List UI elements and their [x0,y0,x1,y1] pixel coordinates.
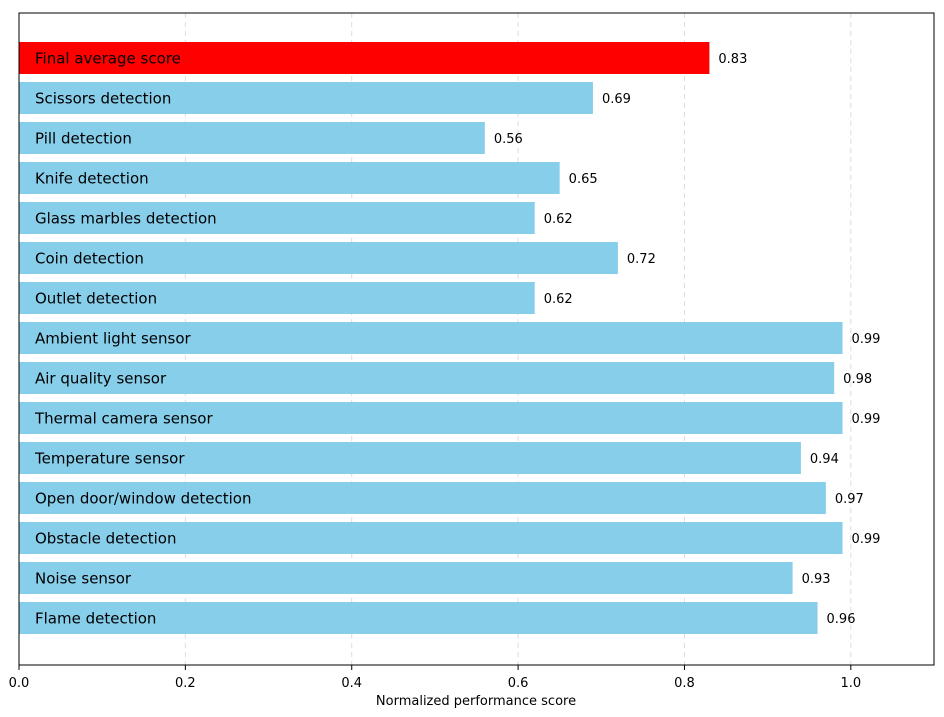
x-tick-label: 0.6 [508,676,529,691]
category-label: Obstacle detection [35,530,176,548]
value-label: 0.97 [835,492,864,507]
bar [19,362,835,394]
value-label: 0.93 [802,572,831,587]
category-label: Ambient light sensor [35,330,192,348]
value-label: 0.83 [718,52,747,67]
x-tick-label: 1.0 [840,676,861,691]
value-label: 0.94 [810,452,839,467]
x-tick-label: 0.8 [674,676,695,691]
bar [19,42,710,74]
value-label: 0.56 [494,132,523,147]
bar [19,162,560,194]
bars [19,42,843,634]
bar [19,562,793,594]
category-label: Glass marbles detection [35,210,217,228]
plot-frame [18,12,935,666]
category-label: Open door/window detection [35,490,251,508]
x-tick-label: 0.4 [341,676,362,691]
bar [19,442,801,474]
category-label: Noise sensor [35,570,132,588]
category-label: Air quality sensor [35,370,167,388]
value-label: 0.98 [843,372,872,387]
bar [19,322,843,354]
category-label: Temperature sensor [34,450,185,468]
bar [19,122,485,154]
value-label: 0.99 [852,532,881,547]
category-label: Pill detection [35,130,132,148]
value-label: 0.99 [852,332,881,347]
category-label: Final average score [35,50,181,68]
value-label: 0.69 [602,92,631,107]
x-axis: 0.0 0.2 0.4 0.6 0.8 1.0 [9,665,861,691]
x-axis-label: Normalized performance score [376,694,576,709]
category-label: Coin detection [35,250,144,268]
category-label: Flame detection [35,610,156,628]
bar [19,482,826,514]
category-label: Scissors detection [35,90,171,108]
x-tick-label: 0.2 [175,676,196,691]
bar-labels: Final average score 0.83 Scissors detectio… [34,50,880,628]
value-label: 0.62 [544,292,573,307]
bar [19,522,843,554]
bar [19,402,843,434]
value-label: 0.65 [569,172,598,187]
x-tick-label: 0.0 [9,676,30,691]
value-label: 0.99 [852,412,881,427]
value-label: 0.72 [627,252,656,267]
bar [19,282,535,314]
bar [19,242,618,274]
bar [19,202,535,234]
bar [19,602,818,634]
value-label: 0.96 [827,612,856,627]
value-label: 0.62 [544,212,573,227]
category-label: Knife detection [35,170,149,188]
category-label: Outlet detection [35,290,157,308]
category-label: Thermal camera sensor [34,410,213,428]
bar [19,82,593,114]
